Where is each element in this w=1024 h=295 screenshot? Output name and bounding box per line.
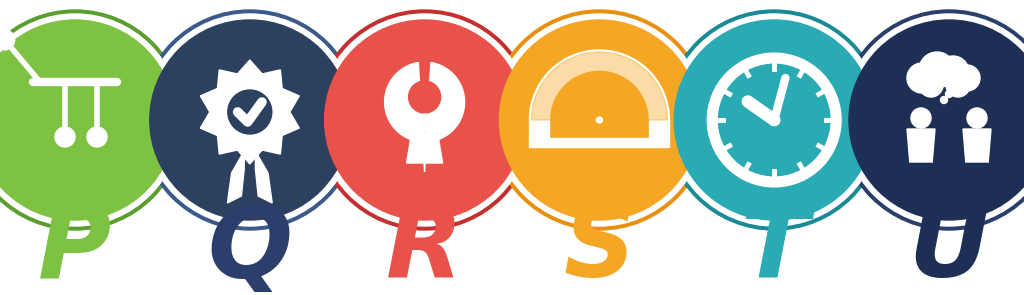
Circle shape	[843, 14, 1024, 226]
Circle shape	[911, 108, 931, 128]
Circle shape	[416, 114, 433, 132]
Circle shape	[919, 52, 955, 88]
Circle shape	[950, 86, 957, 93]
Circle shape	[325, 20, 524, 220]
Circle shape	[227, 90, 271, 134]
Circle shape	[140, 10, 359, 230]
Circle shape	[839, 10, 1024, 230]
Circle shape	[489, 10, 710, 230]
Polygon shape	[907, 129, 935, 162]
Polygon shape	[385, 63, 465, 172]
Circle shape	[409, 81, 440, 113]
Circle shape	[55, 127, 75, 147]
Circle shape	[919, 73, 943, 97]
Circle shape	[907, 63, 937, 93]
Circle shape	[769, 114, 779, 125]
Circle shape	[937, 56, 969, 88]
Circle shape	[596, 117, 602, 123]
Text: R: R	[386, 201, 463, 295]
Circle shape	[143, 14, 355, 226]
Circle shape	[0, 10, 185, 230]
Circle shape	[945, 91, 952, 98]
Polygon shape	[529, 50, 670, 120]
Circle shape	[87, 127, 106, 147]
Circle shape	[954, 65, 980, 91]
Circle shape	[500, 20, 699, 220]
Circle shape	[946, 73, 970, 97]
Circle shape	[849, 20, 1024, 220]
Circle shape	[674, 20, 874, 220]
Circle shape	[0, 14, 181, 226]
Polygon shape	[255, 151, 272, 203]
Circle shape	[967, 108, 987, 128]
Circle shape	[593, 114, 605, 126]
Polygon shape	[529, 138, 670, 147]
Circle shape	[665, 10, 884, 230]
Text: S: S	[563, 201, 636, 295]
Polygon shape	[227, 151, 244, 203]
Circle shape	[150, 20, 350, 220]
Circle shape	[0, 20, 175, 220]
Text: U: U	[908, 201, 989, 295]
Polygon shape	[649, 120, 670, 138]
Text: P: P	[38, 201, 112, 295]
Circle shape	[318, 14, 530, 226]
Polygon shape	[531, 52, 668, 120]
Circle shape	[0, 30, 14, 50]
Circle shape	[314, 10, 535, 230]
Polygon shape	[201, 60, 299, 164]
Polygon shape	[407, 133, 442, 163]
Text: T: T	[740, 201, 808, 295]
Text: Q: Q	[207, 201, 292, 295]
Circle shape	[940, 96, 947, 104]
Circle shape	[669, 14, 881, 226]
Polygon shape	[529, 120, 550, 138]
Circle shape	[494, 14, 706, 226]
Polygon shape	[963, 129, 991, 162]
